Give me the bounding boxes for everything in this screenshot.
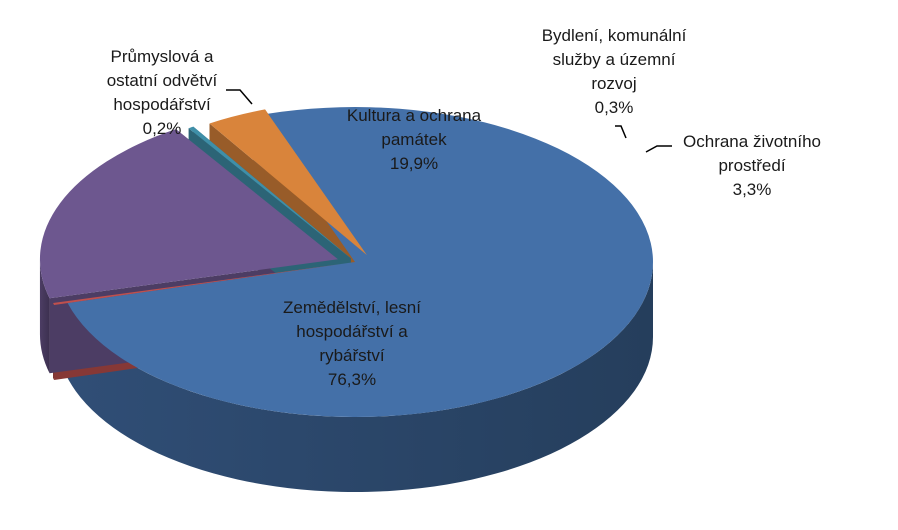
data-label-line-1-2: hospodářství bbox=[113, 95, 211, 114]
data-label-1: Průmyslová a ostatní odvětví hospodářství 0… bbox=[107, 47, 218, 138]
slice-tops-group bbox=[39, 106, 653, 417]
pie-slice-4 bbox=[209, 109, 367, 256]
leader-line-4 bbox=[645, 145, 672, 153]
data-label-line-3-0: Bydlení, komunální bbox=[542, 26, 687, 45]
data-label-line-2-1: památek bbox=[381, 130, 447, 149]
data-label-2: Kultura a ochrana památek 19,9% bbox=[347, 106, 482, 173]
data-label-value-3: 0,3% bbox=[595, 98, 634, 117]
data-labels-group: Zemědělství, lesní hospodářství a rybářstv… bbox=[107, 26, 821, 389]
data-label-line-1-0: Průmyslová a bbox=[111, 47, 215, 66]
data-label-line-0-2: rybářství bbox=[319, 346, 384, 365]
data-label-value-4: 3,3% bbox=[733, 180, 772, 199]
data-label-value-2: 19,9% bbox=[390, 154, 438, 173]
slice-outer-wall-0 bbox=[67, 262, 653, 492]
pie-slice-1 bbox=[53, 263, 342, 305]
leader-line-1 bbox=[226, 89, 253, 105]
slice-outer-wall-2 bbox=[39, 259, 50, 374]
data-label-line-4-0: Ochrana životního bbox=[683, 132, 821, 151]
data-label-value-0: 76,3% bbox=[328, 370, 376, 389]
pie-slice-2 bbox=[39, 129, 338, 299]
data-label-line-4-1: prostředí bbox=[718, 156, 785, 175]
data-label-0: Zemědělství, lesní hospodářství a rybářstv… bbox=[283, 298, 421, 389]
data-label-line-0-1: hospodářství a bbox=[296, 322, 408, 341]
pie-slice-0 bbox=[67, 106, 653, 417]
data-label-value-1: 0,2% bbox=[143, 119, 182, 138]
data-label-line-2-0: Kultura a ochrana bbox=[347, 106, 482, 125]
data-label-line-1-1: ostatní odvětví bbox=[107, 71, 218, 90]
data-label-line-3-2: rozvoj bbox=[591, 74, 636, 93]
leader-line-3 bbox=[615, 125, 627, 139]
data-label-4: Ochrana životního prostředí 3,3% bbox=[683, 132, 821, 199]
pie-slice-3 bbox=[188, 126, 351, 259]
data-label-3: Bydlení, komunální služby a územní rozvoj 0… bbox=[542, 26, 687, 117]
data-label-line-0-0: Zemědělství, lesní bbox=[283, 298, 421, 317]
leader-lines-group bbox=[226, 89, 672, 153]
data-label-line-3-1: služby a územní bbox=[553, 50, 676, 69]
